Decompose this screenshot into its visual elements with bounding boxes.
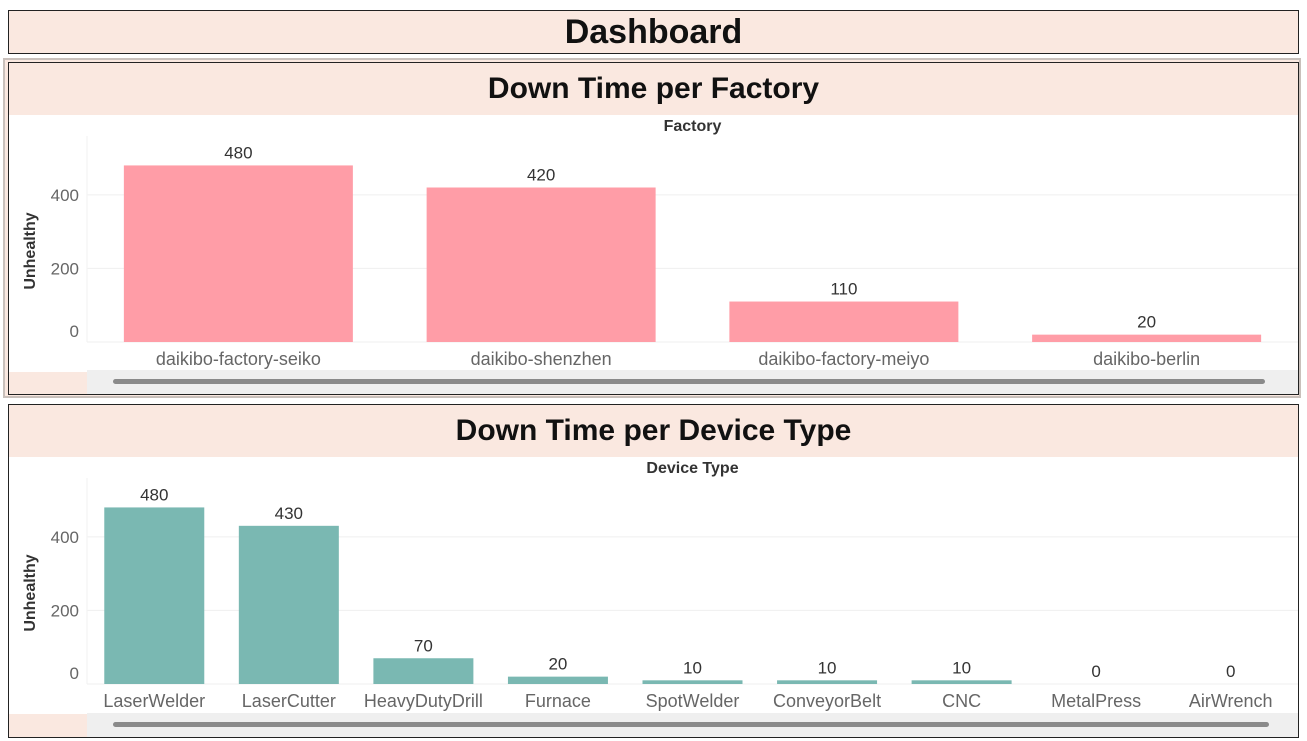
factory-chart-panel: Down Time per Factory Factory Unhealthy 0 2…	[8, 62, 1299, 395]
device-type-y-tick-label: 400	[51, 528, 79, 547]
device-type-bar-value-label: 0	[1226, 662, 1235, 681]
factory-column-header: Factory	[664, 118, 722, 135]
factory-category-label: daikibo-factory-seiko	[156, 349, 321, 369]
device-type-bar[interactable]	[777, 680, 878, 684]
device-type-bar-value-label: 20	[548, 655, 567, 674]
device-type-y-tick-label: 0	[70, 664, 79, 683]
device-type-category-label: CNC	[942, 691, 981, 711]
device-type-bar[interactable]	[642, 680, 743, 684]
dashboard-title: Dashboard	[564, 12, 743, 51]
factory-scrollbar-thumb[interactable]	[113, 379, 1265, 384]
device-type-bar-value-label: 430	[275, 504, 303, 523]
factory-y-tick-label: 200	[51, 259, 79, 278]
factory-y-tick-label: 0	[70, 322, 79, 341]
dashboard-title-bar: Dashboard	[8, 10, 1299, 54]
device-type-bar-value-label: 10	[683, 658, 702, 677]
device-type-column-header: Device Type	[646, 460, 738, 477]
factory-bar[interactable]	[123, 165, 353, 342]
factory-bar-value-label: 110	[830, 280, 857, 299]
device-type-scrollbar-thumb[interactable]	[113, 722, 1269, 727]
factory-bar-value-label: 20	[1137, 313, 1156, 332]
device-type-bar-value-label: 480	[140, 485, 168, 504]
device-type-plot-area: Device Type Unhealthy 0 200 400 480 LaserWelde…	[9, 457, 1298, 714]
device-type-category-label: ConveyorBelt	[773, 691, 881, 711]
device-type-y-axis-title: Unhealthy	[22, 554, 39, 631]
device-type-bar[interactable]	[911, 680, 1012, 684]
factory-chart-title-bar: Down Time per Factory	[9, 63, 1298, 115]
factory-bar[interactable]	[729, 301, 959, 342]
device-type-category-label: LaserCutter	[242, 691, 336, 711]
factory-bar[interactable]	[426, 187, 656, 343]
factory-category-label: daikibo-factory-meiyo	[758, 349, 929, 369]
device-type-y-tick-label: 200	[51, 601, 79, 620]
device-type-category-label: AirWrench	[1189, 691, 1273, 711]
device-type-scrollbar[interactable]	[87, 713, 1298, 737]
factory-plot-area: Factory Unhealthy 0 200 400 480 daikibo-factor…	[9, 115, 1298, 372]
device-type-chart-title: Down Time per Device Type	[455, 414, 852, 447]
factory-chart-title: Down Time per Factory	[487, 72, 820, 105]
device-type-category-label: MetalPress	[1051, 691, 1141, 711]
device-type-bar-value-label: 70	[414, 636, 433, 655]
device-type-bar[interactable]	[238, 525, 339, 684]
device-type-bar-value-label: 0	[1091, 662, 1100, 681]
device-type-bar[interactable]	[104, 507, 205, 684]
factory-y-axis-title: Unhealthy	[22, 212, 39, 289]
device-type-bar[interactable]	[507, 676, 608, 684]
factory-y-tick-label: 400	[51, 186, 79, 205]
factory-bar-value-label: 480	[224, 143, 252, 162]
factory-scrollbar[interactable]	[87, 370, 1298, 394]
device-type-category-label: LaserWelder	[103, 691, 205, 711]
device-type-bar-value-label: 10	[952, 658, 971, 677]
device-type-bar-chart: Device TypeUnhealthy0200400480LaserWelde…	[22, 460, 1298, 711]
device-type-category-label: Furnace	[525, 691, 591, 711]
factory-category-label: daikibo-berlin	[1093, 349, 1200, 369]
device-type-bar[interactable]	[373, 658, 474, 684]
device-type-chart-panel: Down Time per Device Type Device Type Unh…	[8, 404, 1299, 738]
factory-bar[interactable]	[1032, 334, 1262, 342]
factory-category-label: daikibo-shenzhen	[471, 349, 612, 369]
device-type-category-label: SpotWelder	[646, 691, 740, 711]
factory-bar-value-label: 420	[527, 166, 555, 185]
device-type-bar-value-label: 10	[818, 658, 837, 677]
device-type-chart-title-bar: Down Time per Device Type	[9, 405, 1298, 457]
device-type-category-label: HeavyDutyDrill	[364, 691, 483, 711]
factory-bar-chart: Factory Unhealthy 0 200 400 480 daikibo-factor…	[22, 118, 1298, 369]
